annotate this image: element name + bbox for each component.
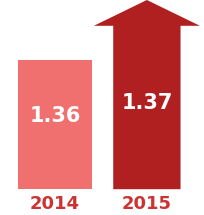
Text: 2015: 2015 [122,195,172,213]
Text: 2014: 2014 [30,195,80,213]
Text: 1.37: 1.37 [121,93,173,113]
Text: 1.36: 1.36 [29,106,81,126]
Bar [18,60,92,189]
Polygon shape [94,0,200,189]
